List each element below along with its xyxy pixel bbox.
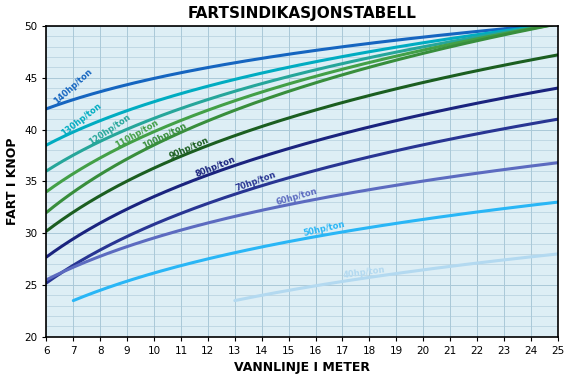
Text: 70hp/ton: 70hp/ton — [235, 170, 278, 193]
Text: 110hp/ton: 110hp/ton — [113, 118, 160, 150]
Text: 100hp/ton: 100hp/ton — [141, 121, 188, 151]
Text: 90hp/ton: 90hp/ton — [168, 136, 210, 161]
Title: FARTSINDIKASJONSTABELL: FARTSINDIKASJONSTABELL — [188, 6, 417, 21]
Y-axis label: FART I KNOP: FART I KNOP — [6, 138, 19, 225]
Text: 40hp/ton: 40hp/ton — [343, 266, 386, 280]
Text: 140hp/ton: 140hp/ton — [52, 67, 93, 106]
Text: 130hp/ton: 130hp/ton — [60, 101, 103, 138]
Text: 60hp/ton: 60hp/ton — [275, 186, 319, 206]
X-axis label: VANNLINJE I METER: VANNLINJE I METER — [234, 361, 370, 374]
Text: 80hp/ton: 80hp/ton — [194, 155, 237, 179]
Text: 120hp/ton: 120hp/ton — [87, 113, 132, 147]
Text: 50hp/ton: 50hp/ton — [302, 220, 345, 238]
